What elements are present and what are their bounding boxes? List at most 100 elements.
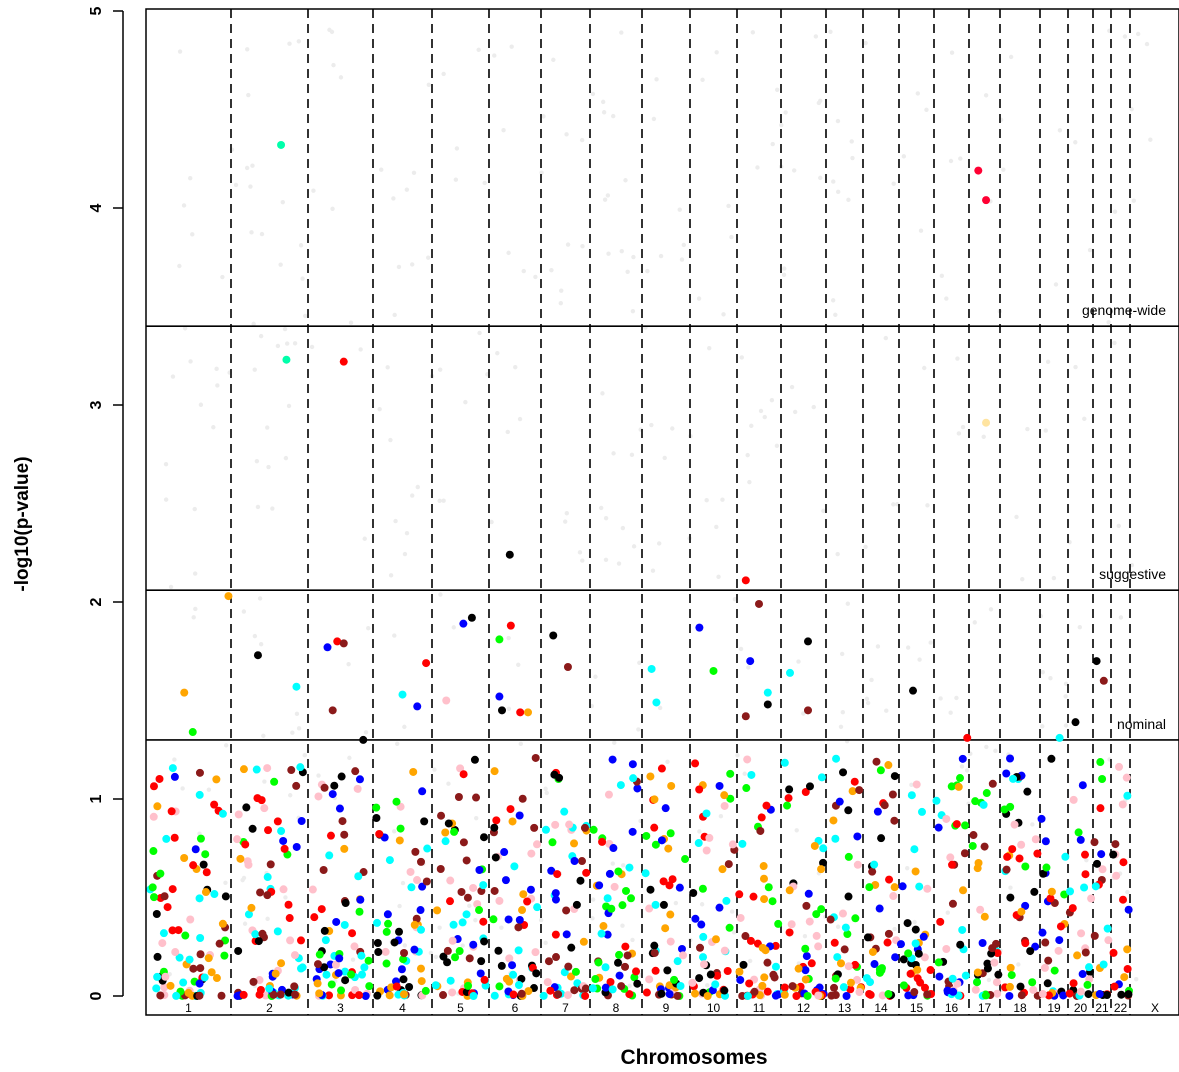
data-point bbox=[1118, 800, 1127, 809]
background-speck bbox=[621, 863, 626, 868]
data-point bbox=[514, 981, 523, 990]
background-speck bbox=[610, 861, 615, 866]
data-point bbox=[533, 840, 542, 849]
data-point bbox=[711, 935, 720, 944]
data-point bbox=[160, 983, 169, 992]
data-point bbox=[771, 962, 780, 971]
data-point bbox=[159, 929, 168, 938]
background-speck bbox=[438, 592, 443, 597]
background-speck bbox=[840, 709, 846, 715]
background-speck bbox=[747, 479, 752, 485]
background-speck bbox=[619, 248, 624, 254]
background-speck bbox=[517, 416, 523, 422]
chromosome-label: X bbox=[1151, 1001, 1159, 1015]
data-point bbox=[759, 862, 768, 871]
data-point bbox=[769, 970, 778, 979]
data-point bbox=[735, 967, 744, 976]
data-point bbox=[657, 989, 666, 998]
chromosome-separators bbox=[230, 9, 1131, 1015]
data-point bbox=[277, 827, 286, 836]
data-point bbox=[269, 990, 278, 999]
background-speck bbox=[433, 954, 439, 960]
data-point bbox=[865, 883, 874, 892]
data-point bbox=[383, 910, 392, 919]
background-speck bbox=[835, 118, 841, 124]
data-point bbox=[350, 942, 359, 951]
background-speck bbox=[499, 925, 504, 930]
data-point bbox=[726, 769, 735, 778]
data-point bbox=[826, 915, 835, 924]
data-point bbox=[356, 895, 365, 904]
data-point bbox=[423, 844, 432, 853]
data-point bbox=[1017, 907, 1026, 916]
data-point bbox=[851, 960, 860, 969]
data-point bbox=[961, 821, 970, 830]
data-point bbox=[890, 816, 899, 825]
background-speck bbox=[467, 903, 472, 909]
background-speck bbox=[426, 255, 431, 260]
background-speck bbox=[451, 625, 456, 630]
data-point bbox=[241, 840, 250, 849]
background-speck bbox=[262, 779, 267, 784]
data-point bbox=[1002, 865, 1011, 874]
data-point bbox=[1092, 657, 1101, 666]
data-point bbox=[201, 850, 210, 859]
background-speck bbox=[1082, 416, 1087, 422]
chromosome-label: 1 bbox=[185, 1001, 192, 1015]
data-point bbox=[480, 975, 489, 984]
background-speck bbox=[543, 786, 548, 791]
background-speck bbox=[791, 168, 797, 173]
data-point bbox=[271, 969, 280, 978]
background-speck bbox=[454, 146, 460, 151]
data-point bbox=[1111, 840, 1120, 849]
data-point bbox=[736, 913, 745, 922]
background-speck bbox=[177, 263, 182, 269]
data-point bbox=[355, 907, 364, 916]
background-speck bbox=[214, 366, 219, 372]
data-point bbox=[490, 991, 499, 1000]
data-point bbox=[763, 688, 772, 697]
data-point bbox=[899, 955, 908, 964]
background-speck bbox=[163, 497, 169, 502]
data-point bbox=[509, 990, 518, 999]
data-point bbox=[340, 844, 349, 853]
data-point bbox=[1104, 936, 1113, 945]
background-speck bbox=[1122, 34, 1128, 39]
data-point bbox=[625, 863, 634, 872]
data-point bbox=[835, 797, 844, 806]
data-point bbox=[399, 990, 408, 999]
background-speck bbox=[891, 181, 896, 186]
data-point bbox=[341, 976, 350, 985]
background-speck bbox=[673, 900, 679, 906]
data-point bbox=[161, 972, 170, 981]
data-point bbox=[741, 576, 750, 585]
background-speck bbox=[397, 903, 402, 909]
background-speck bbox=[473, 917, 478, 923]
data-point bbox=[883, 938, 892, 947]
background-speck bbox=[190, 232, 195, 237]
background-speck bbox=[850, 155, 855, 161]
data-point bbox=[210, 800, 219, 809]
data-point bbox=[1008, 845, 1017, 854]
data-point bbox=[195, 979, 204, 988]
background-speck bbox=[1008, 885, 1013, 890]
background-speck bbox=[377, 406, 382, 412]
data-point bbox=[608, 985, 617, 994]
data-point bbox=[665, 981, 674, 990]
data-point bbox=[720, 791, 729, 800]
data-point bbox=[715, 781, 724, 790]
background-speck bbox=[533, 274, 538, 280]
data-point bbox=[884, 929, 893, 938]
background-speck bbox=[558, 300, 564, 306]
data-point bbox=[1081, 850, 1090, 859]
background-speck bbox=[1045, 359, 1051, 364]
data-point bbox=[1023, 787, 1032, 796]
data-point bbox=[1054, 946, 1063, 955]
data-point bbox=[417, 977, 426, 986]
background-speck bbox=[700, 77, 705, 83]
data-point bbox=[284, 988, 293, 997]
data-point bbox=[1081, 948, 1090, 957]
chromosome-label: 16 bbox=[945, 1001, 959, 1015]
data-point bbox=[601, 963, 610, 972]
data-point bbox=[812, 910, 821, 919]
